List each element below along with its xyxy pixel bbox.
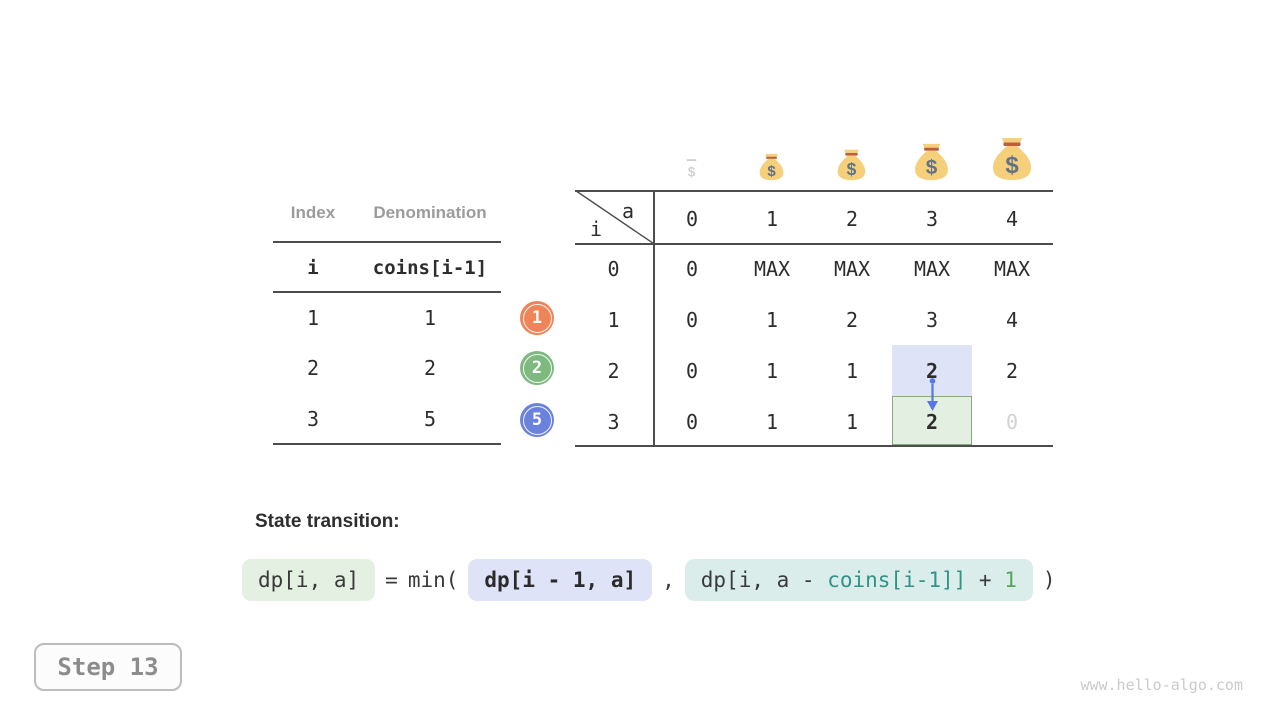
coin-table-cell: 5 bbox=[423, 407, 437, 431]
corner-diagonal-line bbox=[575, 190, 654, 244]
dp-cell-target: 2 bbox=[925, 410, 939, 434]
dp-cell: 1 bbox=[845, 410, 859, 434]
coin-badge-2: 2 bbox=[520, 351, 554, 385]
dp-cell: MAX bbox=[913, 257, 951, 281]
svg-text:$: $ bbox=[847, 159, 857, 179]
formula-arg2-coins: coins[i-1]] bbox=[827, 568, 967, 592]
formula-arg2-plus: + bbox=[966, 568, 1005, 592]
divider bbox=[575, 190, 1053, 192]
state-transition-label: State transition: bbox=[255, 511, 400, 532]
formula-equals: = bbox=[385, 568, 398, 592]
coin-table-cell: 2 bbox=[306, 356, 320, 380]
dp-cell: 0 bbox=[685, 257, 699, 281]
divider bbox=[273, 241, 501, 243]
dp-cell: 2 bbox=[845, 308, 859, 332]
dp-row-header: 0 bbox=[607, 257, 620, 281]
dp-cell: 0 bbox=[685, 308, 699, 332]
coin-table-var-coins: coins[i-1] bbox=[372, 257, 488, 279]
dp-cell: 1 bbox=[765, 410, 779, 434]
dp-cell: 0 bbox=[685, 359, 699, 383]
dp-cell-pending: 0 bbox=[1005, 410, 1019, 434]
dp-row-header: 3 bbox=[607, 410, 620, 434]
step-badge: Step 13 bbox=[34, 643, 182, 691]
formula-lhs: dp[i, a] bbox=[242, 559, 376, 601]
coin-badge-5: 5 bbox=[520, 403, 554, 437]
dp-cell: 0 bbox=[685, 410, 699, 434]
divider bbox=[273, 443, 501, 445]
dp-cell: MAX bbox=[833, 257, 871, 281]
money-bag-icon: $ bbox=[680, 156, 703, 181]
money-bag-icon: $ bbox=[837, 149, 866, 181]
coin-table-header-denomination: Denomination bbox=[373, 203, 487, 222]
svg-text:$: $ bbox=[767, 163, 776, 180]
formula-min-open: min( bbox=[407, 568, 459, 592]
coin-badge-1: 1 bbox=[520, 301, 554, 335]
formula-arg2: dp[i, a - coins[i-1]] + 1 bbox=[684, 559, 1033, 601]
coin-table-header-index: Index bbox=[290, 203, 336, 222]
state-transition-formula: dp[i, a] = min( dp[i - 1, a] , dp[i, a -… bbox=[242, 559, 1056, 601]
watermark: www.hello-algo.com bbox=[1080, 676, 1243, 694]
transition-arrow-icon bbox=[927, 378, 938, 411]
dp-row-header: 2 bbox=[607, 359, 620, 383]
formula-comma: , bbox=[662, 568, 675, 592]
formula-arg2-one: 1 bbox=[1004, 568, 1017, 592]
divider bbox=[575, 243, 1053, 245]
dp-cell: MAX bbox=[993, 257, 1031, 281]
dp-cell: 4 bbox=[1005, 308, 1019, 332]
dp-col-header: 2 bbox=[845, 207, 859, 231]
dp-cell: 1 bbox=[765, 359, 779, 383]
divider bbox=[653, 190, 655, 446]
dp-cell-source: 2 bbox=[925, 359, 939, 383]
coin-badge-label: 2 bbox=[531, 358, 543, 378]
dp-cell: MAX bbox=[753, 257, 791, 281]
coin-table-var-i: i bbox=[307, 257, 319, 279]
money-bag-icon: $ bbox=[914, 143, 949, 181]
coin-table-cell: 1 bbox=[306, 306, 320, 330]
dp-cell: 1 bbox=[845, 359, 859, 383]
divider bbox=[575, 445, 1053, 447]
formula-arg1: dp[i - 1, a] bbox=[468, 559, 653, 601]
dp-row-header: 1 bbox=[607, 308, 620, 332]
money-bag-icon: $ bbox=[759, 153, 784, 181]
divider bbox=[273, 291, 501, 293]
coin-table-cell: 3 bbox=[306, 407, 320, 431]
svg-text:$: $ bbox=[688, 164, 696, 179]
svg-text:$: $ bbox=[1005, 152, 1019, 179]
dp-cell: 3 bbox=[925, 308, 939, 332]
dp-col-header: 0 bbox=[685, 207, 699, 231]
money-bag-icon: $ bbox=[992, 137, 1032, 181]
formula-arg2-prefix: dp[i, a - bbox=[700, 568, 828, 592]
dp-corner-row-var: i bbox=[589, 217, 603, 241]
coin-badge-label: 1 bbox=[531, 308, 543, 328]
dp-corner-col-var: a bbox=[621, 199, 635, 223]
dp-col-header: 1 bbox=[765, 207, 779, 231]
coin-badge-label: 5 bbox=[531, 410, 543, 430]
dp-cell: 2 bbox=[1005, 359, 1019, 383]
dp-cell: 1 bbox=[765, 308, 779, 332]
dp-col-header: 4 bbox=[1005, 207, 1019, 231]
formula-close-paren: ) bbox=[1042, 568, 1056, 592]
coin-table-cell: 2 bbox=[423, 356, 437, 380]
coin-table-cell: 1 bbox=[423, 306, 437, 330]
dp-col-header: 3 bbox=[925, 207, 939, 231]
svg-text:$: $ bbox=[926, 156, 938, 179]
